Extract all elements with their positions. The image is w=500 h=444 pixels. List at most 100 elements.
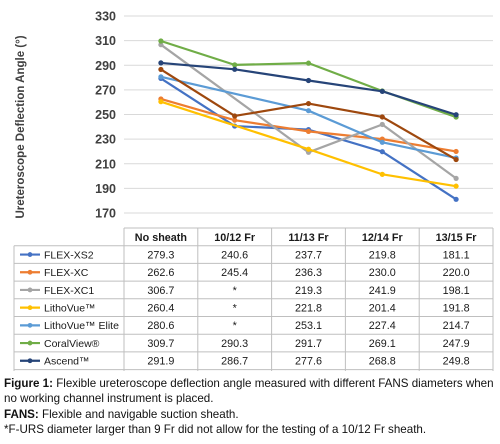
table-cell-value: 279.3 (147, 249, 174, 261)
table-row: LithoVue™ 260.4 * 221.8 201.4 191.8 (20, 302, 470, 314)
y-tick-labels: 170 190 210 230 250 270 290 310 330 (95, 10, 116, 221)
table-cell-value: 262.6 (147, 267, 174, 279)
data-point (379, 88, 385, 94)
data-point (453, 183, 459, 189)
table-cell-value: * (233, 302, 238, 314)
series-line-2 (158, 42, 459, 182)
table-cell-value: 277.6 (295, 356, 322, 368)
table-cell-value: 291.9 (147, 356, 174, 368)
data-point (158, 99, 164, 105)
series-path (160, 100, 457, 188)
table-cell-value: 309.7 (147, 338, 174, 350)
y-axis-title: Ureteroscope Deflection Angle (°) (15, 35, 27, 218)
table-cell-value: 230.0 (369, 267, 396, 279)
data-point (379, 121, 385, 128)
legend-marker (27, 358, 33, 364)
legend-series-name: LithoVue™ (44, 302, 96, 314)
x-category-label: 13/15 Fr (436, 232, 478, 244)
table-cell-value: * (233, 320, 238, 332)
table-cell-value: 247.9 (443, 338, 470, 350)
data-point (305, 128, 312, 134)
y-tick-label: 290 (95, 59, 116, 73)
legend-series-name: FLEX-XC1 (44, 285, 94, 297)
caption-figure-text: Flexible ureteroscope deflection angle m… (4, 377, 494, 406)
series-line-3 (158, 99, 459, 189)
y-tick-label: 250 (95, 108, 116, 122)
x-category-label: 11/13 Fr (288, 232, 329, 244)
legend-marker (27, 322, 33, 328)
series-line-7 (158, 66, 459, 163)
legend-marker (27, 305, 33, 311)
y-tick-label: 330 (95, 10, 116, 24)
table-cell-value: 280.6 (147, 320, 174, 332)
x-category-label: 12/14 Fr (362, 232, 404, 244)
table-cell-value: 236.3 (295, 267, 322, 279)
table-cell-value: 291.7 (295, 338, 322, 350)
table-cell-value: 269.1 (369, 338, 396, 350)
table-cell-value: 260.4 (147, 302, 174, 314)
legend-marker (27, 269, 33, 275)
data-point (158, 38, 164, 44)
table-cell-value: 198.1 (443, 285, 470, 297)
y-tick-label: 270 (95, 83, 116, 97)
series-path (160, 43, 457, 180)
data-point (158, 74, 164, 80)
table-cell-value: * (233, 285, 238, 297)
data-table: No sheath 10/12 Fr 11/13 Fr 12/14 Fr 13/15 F… (13, 227, 494, 371)
data-point (305, 77, 312, 84)
table-row: Ascend™ 291.9 286.7 277.6 268.8 249.8 (20, 356, 470, 368)
legend-marker (27, 340, 33, 346)
data-point (379, 149, 385, 155)
caption-note: *F-URS diameter larger than 9 Fr did not… (4, 423, 427, 437)
table-cell-value: 290.3 (221, 338, 248, 350)
data-point (158, 66, 164, 73)
y-tick-label: 190 (95, 182, 116, 196)
table-cell-value: 219.8 (369, 249, 396, 261)
table-cell-value: 227.4 (369, 320, 396, 332)
data-point (232, 113, 238, 119)
table-cell-value: 220.0 (443, 267, 470, 279)
table-row: FLEX-XC1 306.7 * 219.3 241.9 198.1 (20, 285, 470, 297)
series-line-6 (158, 60, 459, 118)
x-category-label: No sheath (135, 232, 187, 244)
table-cell-value: 221.8 (295, 302, 322, 314)
y-tick-label: 170 (95, 207, 116, 221)
table-cell-value: 181.1 (443, 249, 470, 261)
table-row: CoralView® 309.7 290.3 291.7 269.1 247.9 (20, 338, 470, 350)
data-point (305, 108, 312, 114)
table-cell-value: 249.8 (443, 356, 470, 368)
table-cell-value: 191.8 (443, 302, 470, 314)
data-point (232, 117, 238, 123)
data-point (453, 112, 459, 118)
data-point (379, 171, 385, 177)
table-cell-value: 240.6 (221, 249, 248, 261)
data-point (453, 156, 459, 163)
table-cell-value: 286.7 (221, 356, 248, 368)
caption-figure-label: Figure 1: (4, 377, 53, 390)
data-point (305, 146, 312, 152)
legend-marker (27, 252, 33, 257)
caption-fans-line: FANS: Flexible and navigable suction she… (4, 407, 498, 422)
legend-series-name: FLEX-XS2 (44, 249, 94, 261)
caption-fans-label: FANS: (4, 407, 39, 421)
legend-marker (27, 287, 33, 293)
data-point (305, 100, 312, 107)
data-point (453, 175, 459, 182)
table-cell-value: 241.9 (369, 285, 396, 297)
data-point (379, 114, 385, 120)
y-tick-label: 230 (95, 133, 116, 147)
y-tick-label: 210 (95, 157, 116, 171)
series-lines (158, 38, 459, 202)
legend-series-name: LithoVue™ Elite (44, 320, 119, 332)
data-point (158, 42, 164, 48)
data-point (453, 148, 459, 155)
table-cell-value: 253.1 (295, 320, 322, 332)
data-point (232, 66, 238, 72)
table-cell-value: 214.7 (443, 320, 470, 332)
table-cell-value: 237.7 (295, 249, 322, 261)
caption-figure-line: Figure 1: Flexible ureteroscope deflecti… (4, 376, 498, 407)
line-chart: 170 190 210 230 250 270 290 310 330 Ureteroscope… (13, 10, 494, 371)
legend-series-name: CoralView® (44, 338, 100, 350)
table-cell-value: 201.4 (369, 302, 396, 314)
legend-series-name: FLEX-XC (44, 267, 89, 279)
